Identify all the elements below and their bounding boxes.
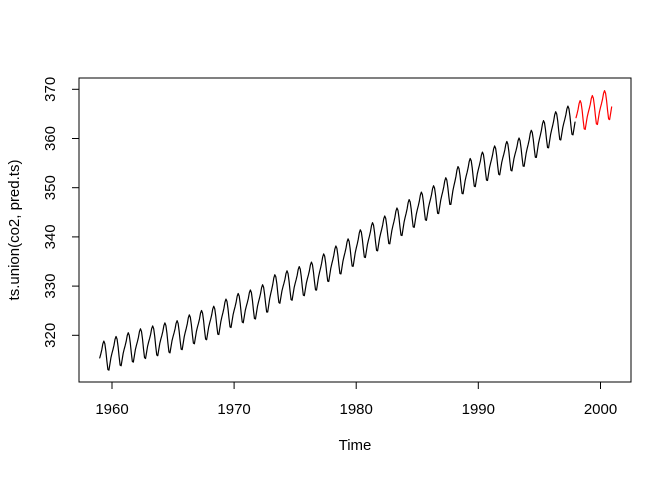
observed-series-line: [99, 105, 576, 371]
x-tick-label: 1980: [340, 401, 373, 418]
x-tick-label: 2000: [584, 401, 617, 418]
y-axis-label: ts.union(co2, pred.ts): [6, 160, 23, 301]
y-tick-label: 320: [42, 323, 59, 348]
axis-ticks: 1960 1970 1980 1990 2000 320 330 340 350 360 370: [42, 77, 617, 418]
plot-box: [78, 77, 632, 383]
y-tick-label: 330: [42, 274, 59, 299]
y-tick-label: 340: [42, 224, 59, 249]
x-tick-label: 1970: [217, 401, 250, 418]
forecast-series-line: [575, 90, 613, 130]
series-lines: [99, 90, 613, 371]
x-tick-label: 1990: [462, 401, 495, 418]
x-axis-label: Time: [339, 437, 372, 454]
y-tick-label: 370: [42, 77, 59, 102]
x-tick-label: 1960: [95, 401, 128, 418]
y-tick-label: 360: [42, 126, 59, 151]
y-tick-label: 350: [42, 175, 59, 200]
